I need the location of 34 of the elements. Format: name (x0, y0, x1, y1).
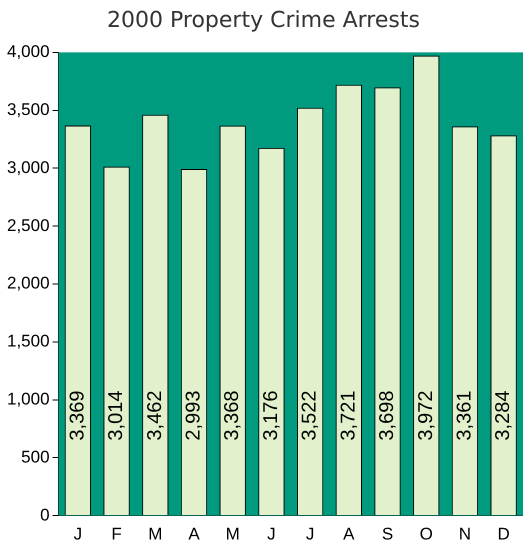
x-tick-label: F (111, 524, 122, 544)
y-tick-label: 500 (21, 447, 50, 466)
data-label: 3,721 (337, 390, 360, 441)
y-tick-label: 1,000 (6, 389, 50, 408)
data-label: 3,368 (221, 390, 244, 441)
y-tick-label: 2,000 (6, 274, 50, 293)
y-tick-label: 3,500 (6, 100, 50, 119)
data-label: 3,972 (414, 390, 437, 441)
x-tick-label: M (148, 524, 162, 544)
chart-title: 2000 Property Crime Arrests (107, 8, 420, 33)
y-tick-label: 0 (40, 505, 50, 524)
x-tick-label: J (306, 524, 314, 544)
data-label: 3,369 (66, 390, 88, 441)
x-tick-label: A (188, 524, 200, 544)
data-label: 3,361 (453, 390, 476, 441)
x-tick-label: J (74, 524, 82, 544)
x-tick-label: M (226, 524, 240, 544)
y-tick-label: 3,000 (6, 158, 50, 177)
x-tick-label: O (420, 524, 433, 544)
x-tick-label: N (458, 524, 472, 544)
x-tick-label: J (267, 524, 276, 544)
data-label: 3,176 (260, 390, 282, 441)
x-tick-label: S (382, 524, 394, 544)
data-label: 2,993 (182, 390, 205, 441)
data-label: 3,698 (376, 390, 398, 441)
y-tick-label: 4,000 (6, 42, 50, 62)
data-label: 3,522 (298, 390, 321, 441)
y-tick-label: 2,500 (6, 216, 50, 235)
data-label: 3,284 (492, 390, 514, 441)
x-tick-label: D (498, 524, 510, 544)
y-tick-label: 1,500 (6, 332, 50, 351)
data-label: 3,014 (105, 390, 128, 441)
data-label: 3,462 (144, 390, 166, 441)
x-tick-label: A (343, 524, 356, 544)
